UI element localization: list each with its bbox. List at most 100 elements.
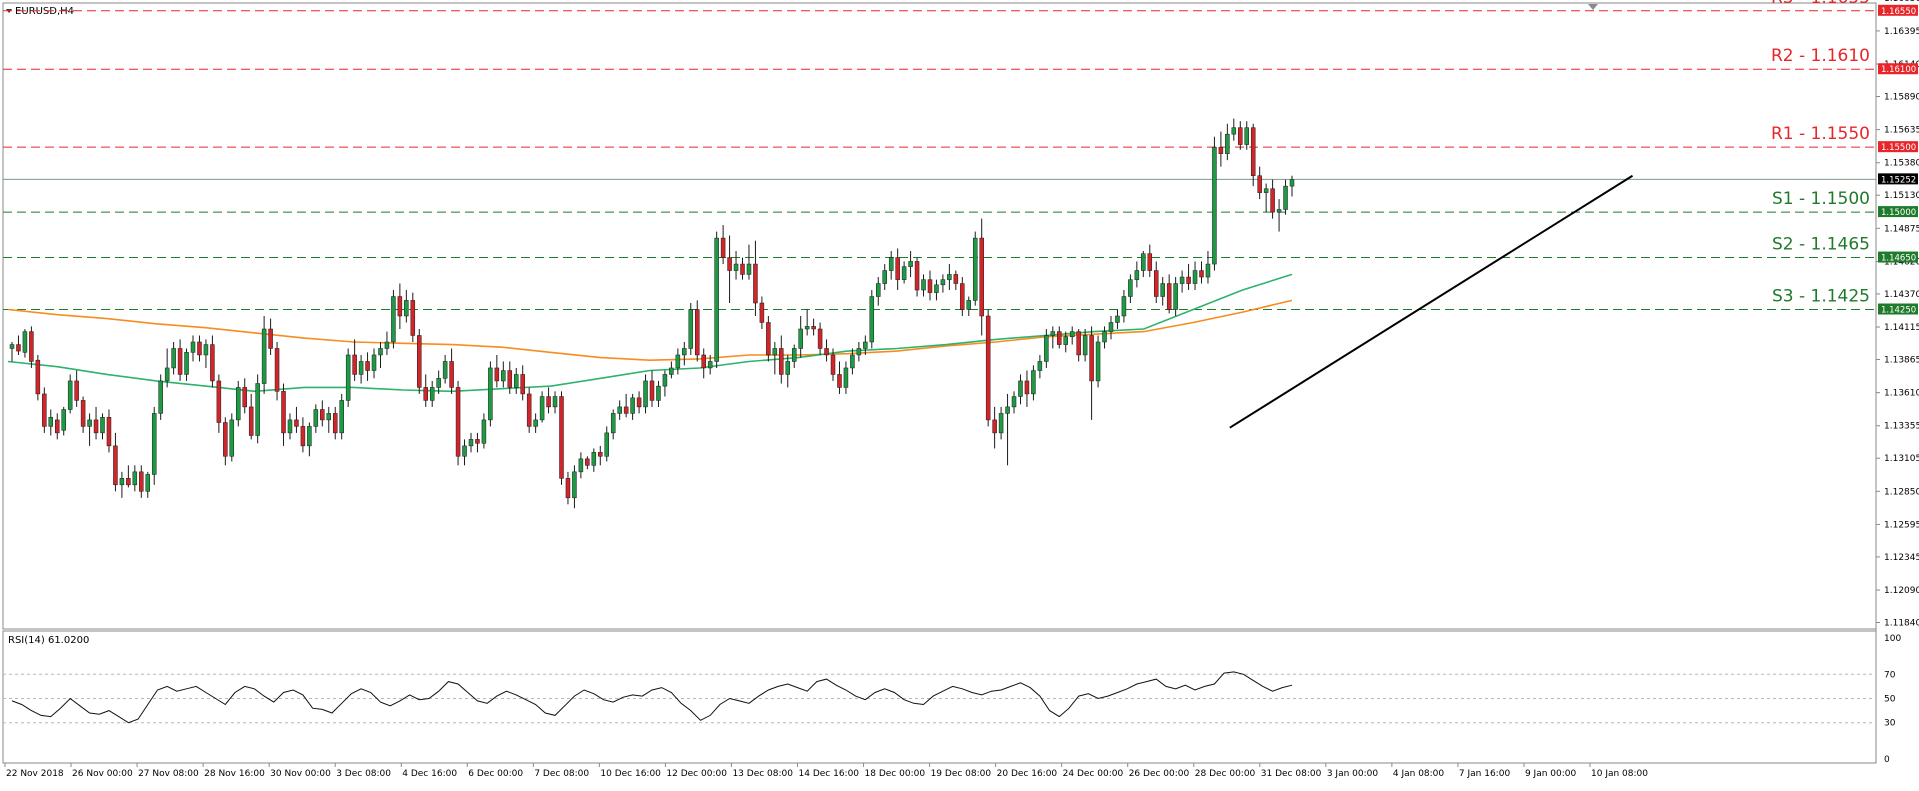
price-tick-label: 1.13105	[1884, 454, 1919, 464]
bull-candle	[488, 367, 493, 421]
price-tick-label: 1.14115	[1884, 323, 1919, 333]
bear-candle	[914, 261, 920, 291]
bull-candle	[132, 471, 138, 486]
bear-candle	[546, 396, 551, 408]
bull-candle	[1102, 331, 1107, 343]
bull-candle	[578, 458, 584, 473]
bear-candle	[93, 419, 99, 434]
bull-candle	[804, 326, 810, 330]
bear-candle	[80, 400, 86, 427]
bear-candle	[35, 359, 41, 395]
bull-candle	[643, 380, 648, 408]
rsi-pane: 100 70 50 30 0	[3, 634, 1901, 765]
bear-candle	[397, 296, 403, 317]
bull-candle	[972, 237, 978, 301]
bear-candle	[585, 458, 590, 466]
bear-candle	[365, 361, 370, 371]
bull-candle	[1082, 335, 1088, 356]
bull-candle	[662, 374, 668, 387]
price-tick-label: 1.15890	[1884, 93, 1919, 103]
bull-candle	[1276, 209, 1282, 213]
bull-candle	[1283, 185, 1288, 210]
bull-candle	[669, 367, 674, 375]
bear-candle	[979, 237, 984, 317]
bear-candle	[565, 478, 571, 499]
level-price-tag	[1878, 63, 1918, 75]
bear-candle	[817, 328, 823, 349]
time-tick-label: 18 Dec 00:00	[865, 769, 926, 779]
time-tick-label: 22 Nov 2018	[6, 769, 64, 779]
bull-candle	[856, 348, 862, 356]
level-price-tag-text: 1.14250	[1881, 306, 1916, 316]
level-price-tag	[1878, 141, 1918, 153]
bull-candle	[1289, 179, 1295, 187]
bear-candle	[139, 471, 144, 492]
bull-candle	[850, 354, 855, 369]
bear-candle	[268, 328, 273, 349]
bull-candle	[882, 270, 887, 284]
price-tick-label: 1.15130	[1884, 191, 1919, 201]
bear-candle	[559, 396, 564, 479]
bear-candle	[1089, 335, 1094, 382]
price-tick-label: 1.15635	[1884, 126, 1919, 136]
bull-candle	[863, 341, 868, 349]
bull-candle	[345, 354, 351, 401]
bear-candle	[992, 419, 997, 434]
bull-candle	[261, 328, 267, 384]
price-tick-label: 1.13355	[1884, 422, 1919, 432]
price-tags: 1.16550 1.16100 1.15500 1.15000 1.14650 1.142…	[1878, 4, 1918, 316]
bull-candle	[1212, 146, 1217, 265]
time-tick-label: 26 Nov 00:00	[72, 769, 133, 779]
time-tick-label: 30 Nov 00:00	[270, 769, 331, 779]
bull-candle	[1244, 127, 1249, 145]
bear-candle	[177, 348, 183, 375]
time-tick-label: 7 Dec 08:00	[534, 769, 589, 779]
level-price-tag	[1878, 251, 1918, 263]
level-price-tag-text: 1.16100	[1881, 65, 1916, 75]
bull-candle	[190, 341, 196, 353]
bull-candle	[307, 426, 312, 447]
bear-candle	[740, 263, 745, 275]
time-tick-label: 3 Dec 08:00	[336, 769, 391, 779]
bull-candle	[1044, 335, 1049, 362]
bear-candle	[74, 380, 79, 401]
current-price-tag-text: 1.15252	[1881, 175, 1916, 185]
bull-candle	[1108, 322, 1114, 332]
bear-candle	[55, 419, 60, 434]
trendline	[1229, 174, 1634, 429]
rsi-axis-label: 0	[1884, 755, 1890, 765]
time-tick-label: 12 Dec 00:00	[666, 769, 727, 779]
bear-candle	[274, 348, 280, 392]
main-pane-frame	[2, 2, 1877, 630]
shift-marker-icon[interactable]	[1588, 4, 1598, 10]
price-tick-label: 1.14370	[1884, 290, 1919, 300]
bull-candle	[1231, 127, 1237, 135]
bull-candle	[1128, 279, 1133, 297]
time-tick-label: 13 Dec 08:00	[732, 769, 793, 779]
bull-candle	[404, 300, 409, 317]
level-label: R3 - 1.1655	[1771, 0, 1870, 8]
bull-candle	[604, 432, 609, 457]
bull-candle	[682, 348, 687, 356]
time-tick-label: 6 Dec 00:00	[468, 769, 523, 779]
bull-candle	[61, 409, 66, 431]
bear-candle	[242, 387, 247, 408]
bear-candle	[300, 426, 306, 447]
bear-candle	[417, 335, 422, 388]
bull-candle	[384, 341, 390, 349]
bull-candle	[203, 344, 209, 356]
bear-candle	[1147, 253, 1153, 271]
bull-candle	[1205, 263, 1211, 278]
bull-candle	[255, 383, 260, 436]
bear-candle	[953, 274, 959, 284]
rsi-pane-frame	[2, 630, 1877, 764]
level-price-tag	[1878, 206, 1918, 218]
bear-candle	[598, 452, 603, 457]
bull-candle	[610, 413, 616, 434]
time-tick-label: 10 Jan 08:00	[1591, 769, 1648, 779]
bear-candle	[824, 348, 829, 356]
bull-candle	[1263, 188, 1269, 193]
bull-candle	[164, 367, 170, 382]
bear-candle	[985, 315, 991, 421]
